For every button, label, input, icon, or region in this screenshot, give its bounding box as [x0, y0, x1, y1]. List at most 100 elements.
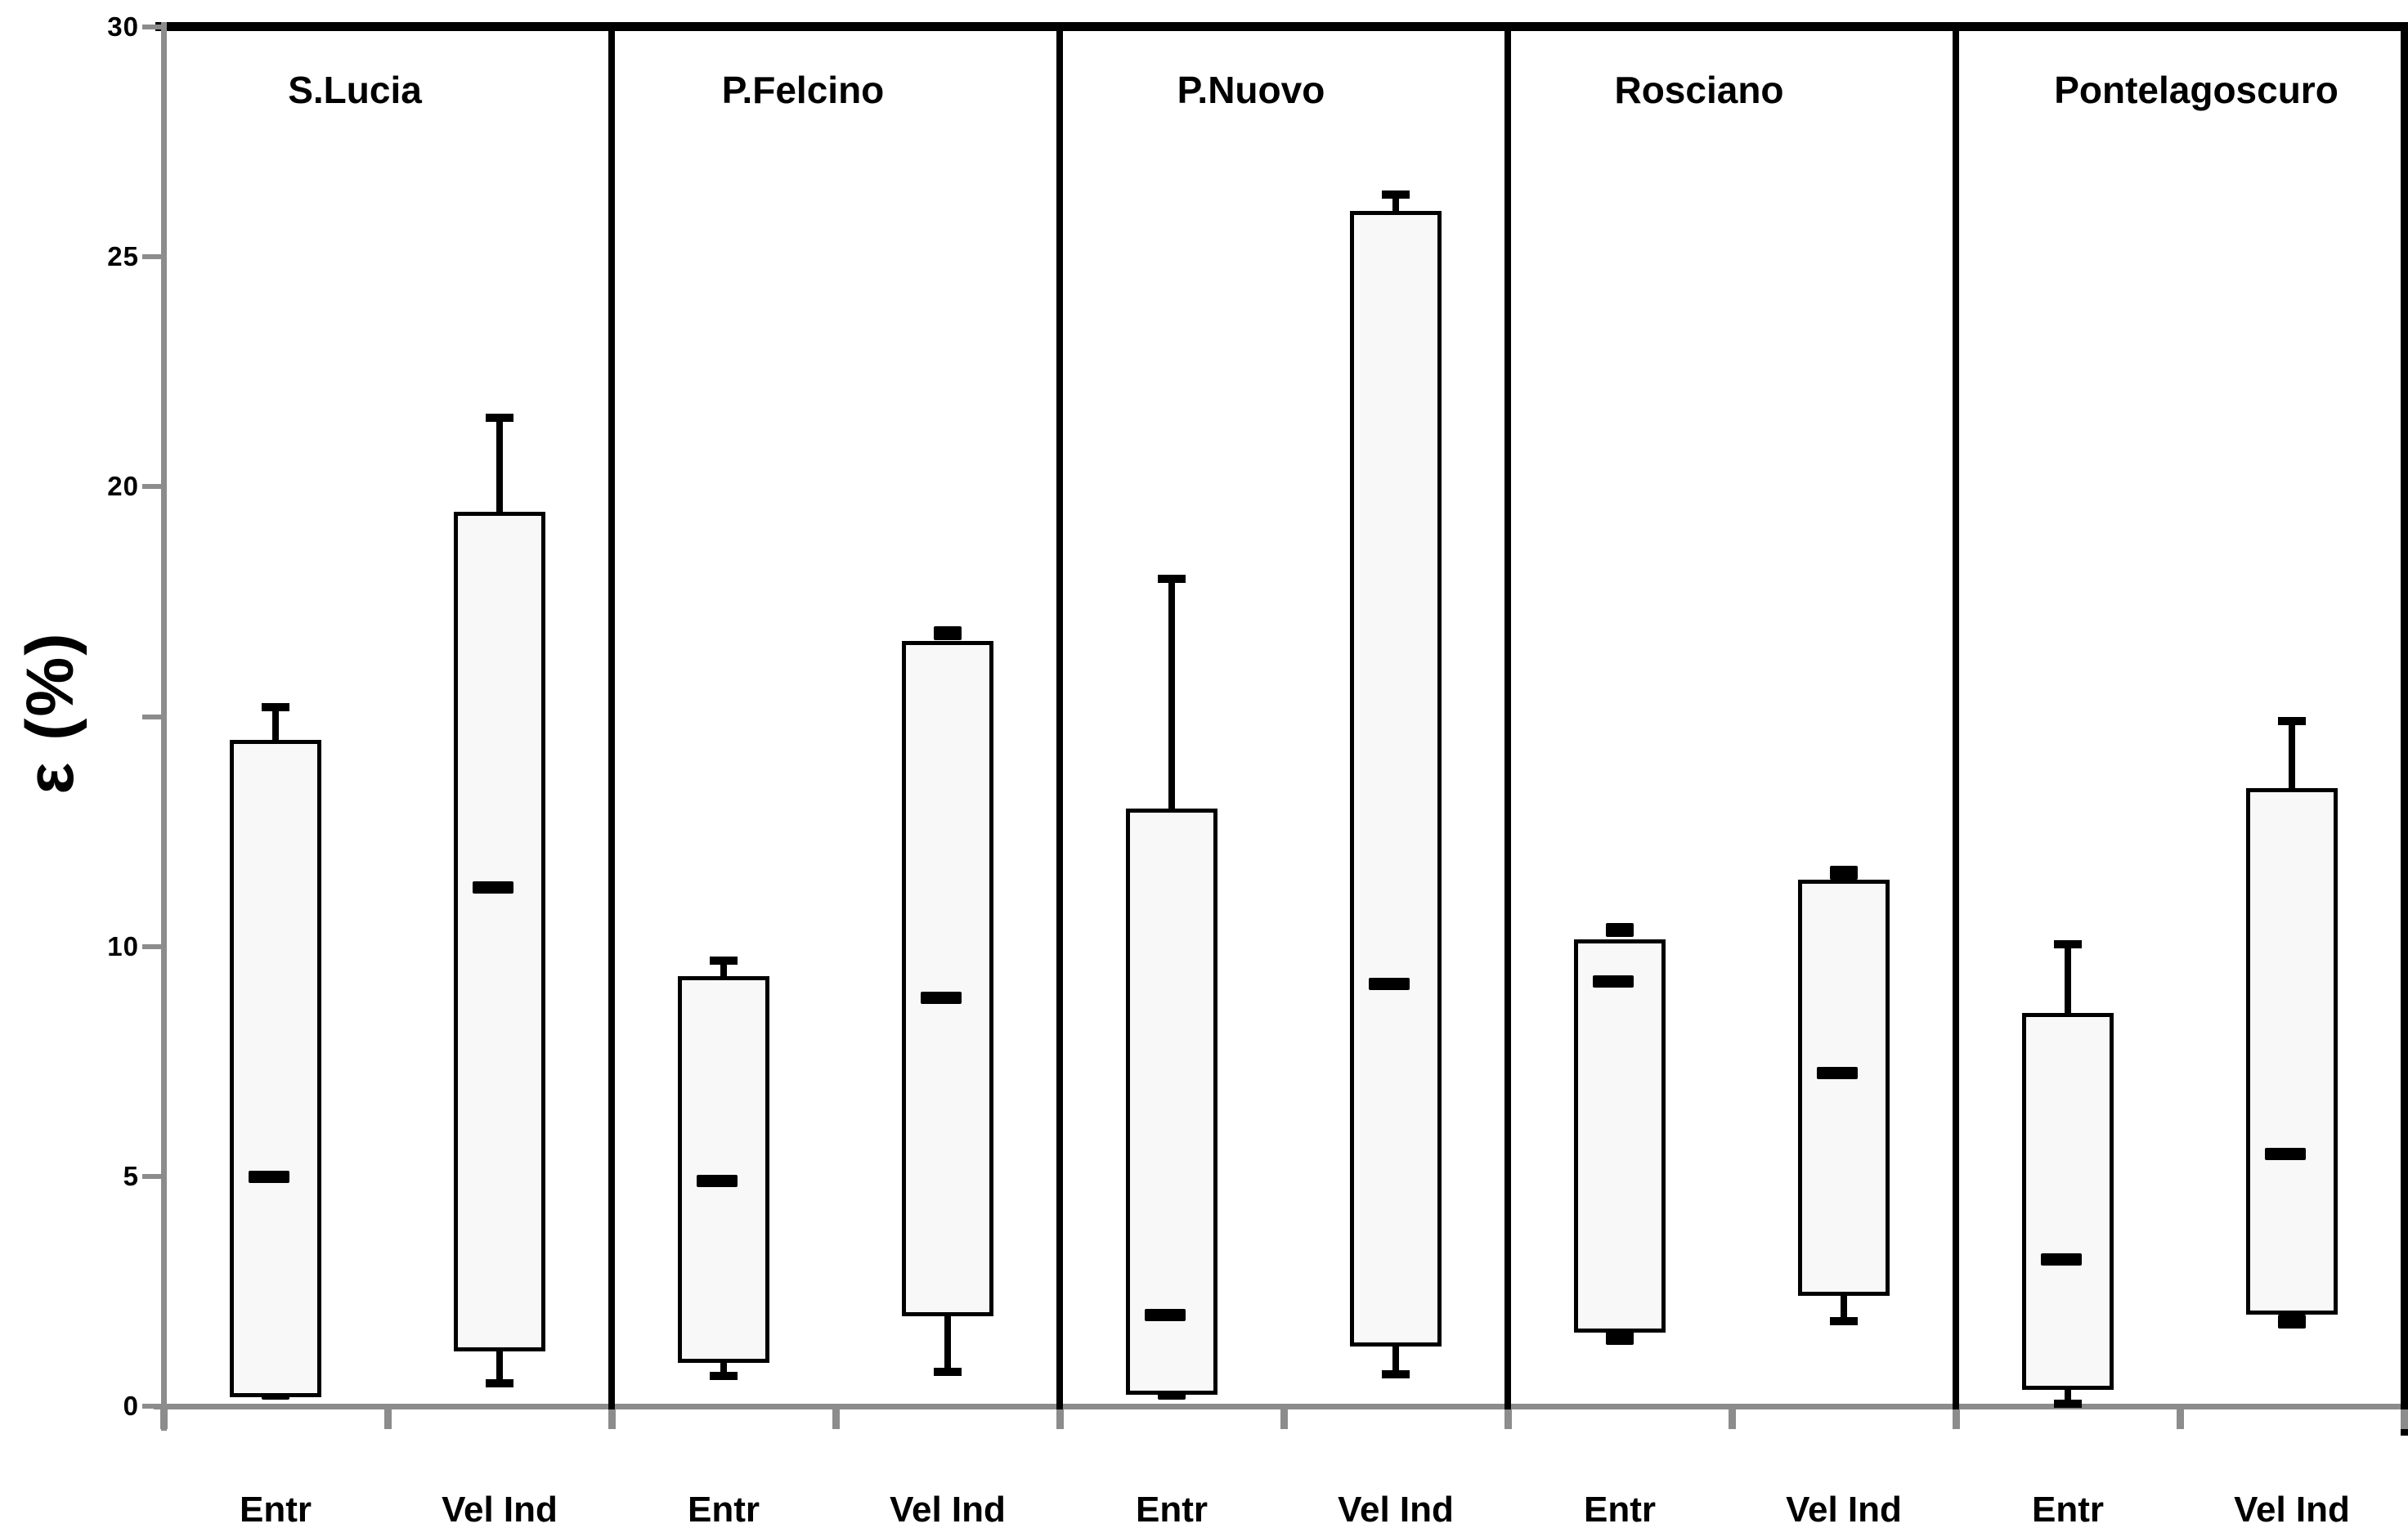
x-tick-mark — [2177, 1409, 2184, 1429]
y-tick-mark — [142, 254, 164, 260]
lower-whisker-stem — [944, 1313, 951, 1372]
box-entr — [1126, 808, 1217, 1395]
lower-whisker-cap — [2278, 1314, 2306, 1329]
box-vel-ind — [902, 640, 993, 1317]
x-axis-line — [154, 1404, 2408, 1409]
median-line — [2041, 1253, 2082, 1266]
y-tick-label: 25 — [107, 241, 139, 272]
lower-whisker-cap — [1606, 1330, 1634, 1345]
lower-whisker-cap — [1382, 1369, 1410, 1378]
plot-top-border — [155, 22, 2408, 31]
x-category-label: Vel Ind — [1786, 1490, 1902, 1530]
panel-title-p-felcino: P.Felcino — [721, 69, 885, 111]
y-tick-mark — [142, 25, 164, 29]
upper-whisker-stem — [720, 960, 727, 980]
y-tick-label: 10 — [107, 930, 139, 961]
lower-whisker-stem — [2065, 1387, 2071, 1405]
upper-whisker-cap — [1382, 190, 1410, 199]
panel-divider — [1953, 22, 1959, 1424]
y-tick-mark — [142, 1404, 164, 1409]
panel-divider — [608, 22, 615, 1424]
upper-whisker-cap — [710, 956, 738, 965]
median-line — [1593, 975, 1634, 988]
x-category-label: Entr — [240, 1490, 312, 1530]
lower-whisker-cap — [710, 1372, 738, 1381]
lower-whisker-cap — [934, 1367, 962, 1376]
box-vel-ind — [454, 512, 545, 1351]
box-vel-ind — [1798, 880, 1890, 1297]
median-line — [1145, 1308, 1186, 1321]
x-tick-mark — [1280, 1409, 1288, 1429]
median-line — [1369, 977, 1410, 990]
y-axis-title: ε (%) — [13, 631, 87, 795]
upper-whisker-stem — [1392, 195, 1399, 214]
upper-whisker-cap — [1606, 922, 1634, 937]
median-line — [473, 881, 513, 894]
box-vel-ind — [1350, 210, 1442, 1347]
upper-whisker-stem — [2289, 721, 2295, 791]
upper-whisker-stem — [1168, 578, 1175, 812]
upper-whisker-cap — [486, 413, 513, 422]
lower-whisker-stem — [496, 1347, 503, 1383]
x-tick-mark — [1953, 1409, 1960, 1429]
upper-whisker-cap — [934, 626, 962, 641]
upper-whisker-cap — [2278, 717, 2306, 726]
upper-whisker-cap — [1158, 574, 1186, 583]
x-category-label: Entr — [1584, 1490, 1656, 1530]
upper-whisker-stem — [272, 707, 279, 743]
lower-whisker-stem — [1841, 1293, 1847, 1321]
panel-title-rosciano: Rosciano — [1614, 69, 1784, 111]
panel-divider — [1504, 22, 1511, 1424]
upper-whisker-stem — [496, 417, 503, 516]
panel-title-s-lucia: S.Lucia — [288, 69, 422, 111]
box-entr — [230, 739, 321, 1397]
x-tick-mark — [1729, 1409, 1736, 1429]
box-entr — [2022, 1013, 2114, 1391]
lower-whisker-cap — [2054, 1400, 2082, 1409]
x-tick-mark — [608, 1409, 616, 1429]
lower-whisker-stem — [1392, 1342, 1399, 1374]
x-tick-mark — [832, 1409, 840, 1429]
lower-whisker-cap — [486, 1378, 513, 1387]
box-vel-ind — [2246, 787, 2338, 1315]
x-tick-mark — [1504, 1409, 1512, 1429]
upper-whisker-cap — [2054, 939, 2082, 948]
x-category-label: Entr — [1136, 1490, 1208, 1530]
x-category-label: Vel Ind — [2234, 1490, 2350, 1530]
y-tick-mark — [142, 943, 164, 949]
y-tick-label: 20 — [107, 471, 139, 502]
upper-whisker-stem — [2065, 943, 2071, 1017]
y-tick-mark — [142, 1173, 164, 1179]
median-line — [921, 991, 962, 1004]
y-tick-label: 30 — [107, 11, 139, 42]
x-category-label: Entr — [2032, 1490, 2104, 1530]
y-tick-mark — [142, 714, 164, 719]
x-tick-mark — [160, 1409, 168, 1429]
box-entr — [678, 976, 769, 1363]
lower-whisker-cap — [1830, 1316, 1858, 1325]
x-category-label: Vel Ind — [890, 1490, 1006, 1530]
panel-divider — [1056, 22, 1063, 1424]
upper-whisker-cap — [262, 703, 289, 712]
median-line — [249, 1170, 289, 1183]
plot-right-border — [2401, 22, 2408, 1436]
panel-title-p-nuovo: P.Nuovo — [1177, 69, 1325, 111]
median-line — [1817, 1067, 1858, 1080]
x-category-label: Vel Ind — [442, 1490, 558, 1530]
x-tick-mark — [2401, 1409, 2408, 1429]
y-tick-mark — [142, 484, 164, 490]
median-line — [697, 1175, 738, 1188]
x-tick-mark — [1056, 1409, 1064, 1429]
x-category-label: Vel Ind — [1338, 1490, 1454, 1530]
median-line — [2265, 1147, 2306, 1160]
y-tick-label: 5 — [123, 1160, 139, 1191]
y-axis-line — [161, 22, 167, 1431]
box-entr — [1574, 939, 1666, 1333]
x-tick-mark — [384, 1409, 392, 1429]
x-category-label: Entr — [688, 1490, 760, 1530]
lower-whisker-stem — [720, 1359, 727, 1377]
y-tick-label: 0 — [123, 1391, 139, 1421]
upper-whisker-cap — [1830, 865, 1858, 880]
panel-title-pontelagoscuro: Pontelagoscuro — [2054, 69, 2338, 111]
